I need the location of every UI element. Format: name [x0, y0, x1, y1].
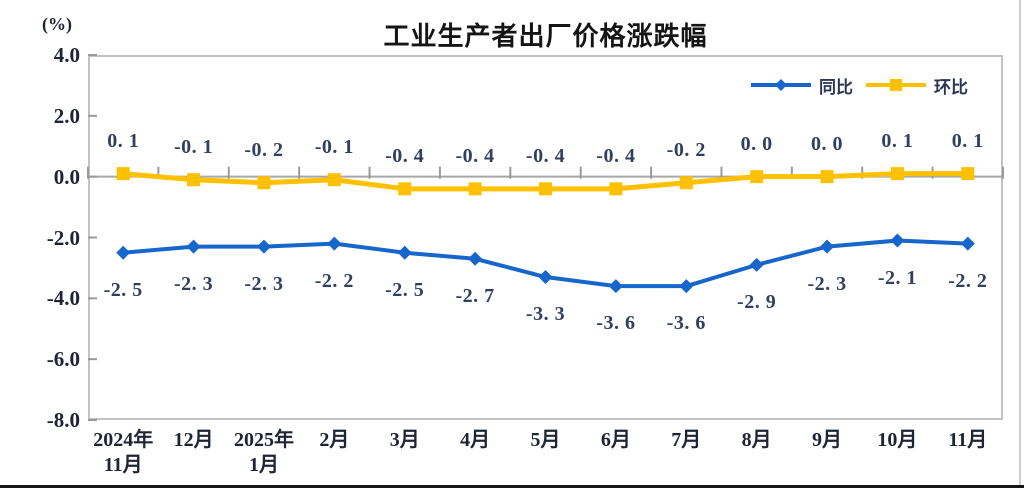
chart-title: 工业生产者出厂价格涨跌幅	[383, 22, 708, 51]
marker-square	[820, 170, 834, 184]
data-label-同比: -2. 2	[948, 269, 988, 292]
data-label-同比: -2. 9	[737, 290, 777, 313]
marker-diamond	[186, 239, 201, 254]
y-tick-label: 4.0	[53, 43, 80, 67]
marker-square	[961, 167, 975, 181]
marker-diamond	[538, 270, 553, 285]
data-label-环比: -0. 2	[244, 138, 284, 161]
y-tick-label: 0.0	[53, 164, 80, 189]
data-label-同比: -2. 5	[103, 278, 143, 301]
marker-diamond	[749, 257, 764, 272]
marker-diamond	[608, 279, 623, 294]
data-label-同比: -3. 6	[596, 312, 636, 335]
data-label-环比: 0. 1	[881, 129, 914, 152]
x-tick-label: 2025年 1月	[233, 429, 294, 476]
marker-square	[750, 170, 764, 184]
x-tick-label: 9月	[812, 429, 843, 451]
x-tick-label: 5月	[530, 429, 561, 451]
data-label-环比: 0. 0	[811, 132, 844, 155]
square-swatch-icon	[866, 79, 926, 91]
x-tick-label: 4月	[460, 429, 491, 451]
data-label-同比: -2. 3	[173, 272, 214, 295]
chart-legend: 同比 环比	[750, 73, 968, 98]
marker-square	[116, 167, 130, 181]
data-label-环比: 0. 1	[951, 129, 984, 152]
marker-diamond	[256, 239, 271, 254]
data-label-同比: -2. 5	[385, 278, 425, 301]
data-label-环比: 0. 0	[740, 132, 773, 155]
y-axis-unit-label: (%)	[42, 14, 72, 34]
legend-label: 环比	[934, 77, 968, 97]
data-label-同比: -3. 3	[525, 303, 566, 326]
data-label-同比: -3. 6	[666, 312, 706, 335]
x-tick-label: 2024年 11月	[93, 429, 154, 476]
data-label-环比: -0. 4	[385, 144, 425, 167]
data-label-环比: -0. 1	[314, 135, 354, 158]
legend-label: 同比	[819, 77, 853, 97]
marker-diamond	[960, 236, 975, 251]
marker-square	[679, 176, 693, 190]
page-bottom-divider	[0, 485, 1024, 488]
x-tick-label: 7月	[671, 429, 702, 451]
marker-square	[539, 182, 552, 196]
data-label-同比: -2. 1	[877, 266, 918, 289]
data-label-同比: -2. 2	[314, 269, 354, 292]
x-tick-label: 6月	[600, 429, 631, 451]
x-tick-label: 8月	[741, 429, 772, 451]
legend-item-同比: 同比	[750, 73, 853, 98]
marker-square	[609, 182, 623, 196]
x-tick-label: 10月	[877, 429, 918, 451]
page-right-edge	[1019, 0, 1021, 485]
y-tick-label: 2.0	[53, 103, 80, 128]
y-tick-label: -4.0	[46, 286, 80, 311]
legend-item-环比: 环比	[865, 73, 968, 98]
y-tick-label: -2.0	[46, 225, 80, 250]
marker-diamond	[116, 245, 131, 260]
marker-square	[327, 173, 341, 187]
marker-diamond	[468, 251, 483, 266]
x-tick-label: 11月	[948, 429, 988, 451]
x-tick-label: 12月	[173, 429, 214, 451]
marker-square	[398, 182, 412, 196]
marker-diamond	[397, 245, 412, 260]
data-label-环比: -0. 2	[666, 138, 706, 161]
y-tick-label: -8.0	[46, 408, 80, 432]
data-label-环比: -0. 4	[455, 144, 495, 167]
y-tick-label: -6.0	[46, 347, 80, 372]
data-label-环比: -0. 1	[173, 135, 214, 158]
marker-diamond	[820, 239, 835, 254]
x-tick-label: 2月	[319, 429, 350, 451]
x-tick-label: 3月	[389, 429, 420, 451]
marker-diamond	[679, 279, 694, 294]
diamond-swatch-icon	[751, 79, 811, 91]
data-label-同比: -2. 3	[244, 272, 284, 295]
marker-square	[468, 182, 482, 196]
marker-diamond	[890, 233, 905, 248]
data-label-同比: -2. 7	[455, 284, 495, 307]
data-label-同比: -2. 3	[807, 272, 847, 295]
marker-square	[257, 176, 271, 190]
data-label-环比: 0. 1	[107, 129, 140, 152]
marker-diamond	[327, 236, 342, 251]
marker-square	[187, 173, 201, 187]
data-label-环比: -0. 4	[525, 144, 566, 167]
data-label-环比: -0. 4	[596, 144, 636, 167]
marker-square	[890, 167, 904, 181]
